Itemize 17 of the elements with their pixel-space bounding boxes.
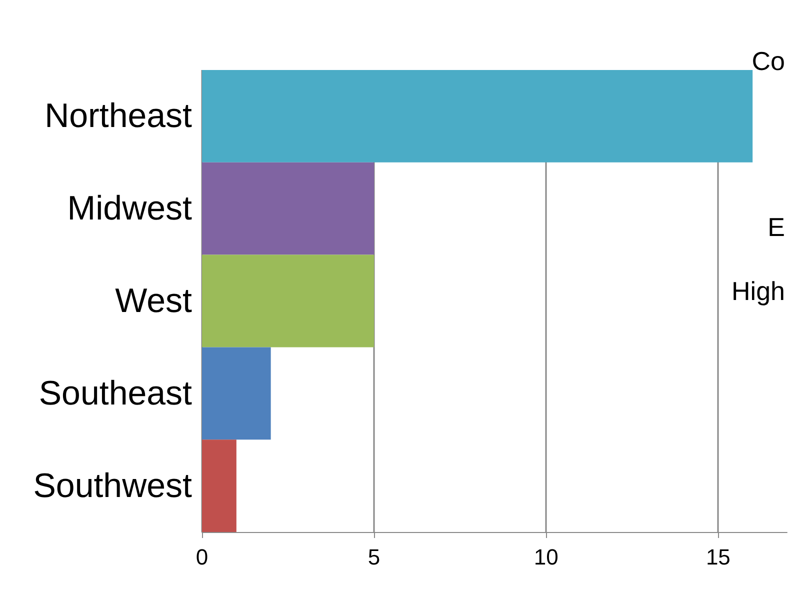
bar [202, 254, 374, 348]
y-tick-label: Midwest [67, 190, 193, 228]
bar [202, 440, 236, 532]
y-tick-label: West [115, 282, 193, 320]
bar [202, 347, 271, 440]
x-tick-label: 0 [196, 544, 208, 570]
x-tick-label: 10 [534, 544, 558, 570]
annotation: High [732, 276, 786, 306]
y-tick-label: Northeast [44, 97, 193, 136]
annotation: Co [752, 46, 786, 76]
x-tick-label: 5 [368, 544, 380, 570]
y-tick-label: Southeast [38, 374, 193, 412]
bar [202, 162, 374, 255]
y-tick-label: Southwest [33, 466, 193, 505]
annotation: E [768, 212, 785, 242]
x-tick-label: 15 [706, 544, 730, 570]
bar [202, 70, 753, 162]
